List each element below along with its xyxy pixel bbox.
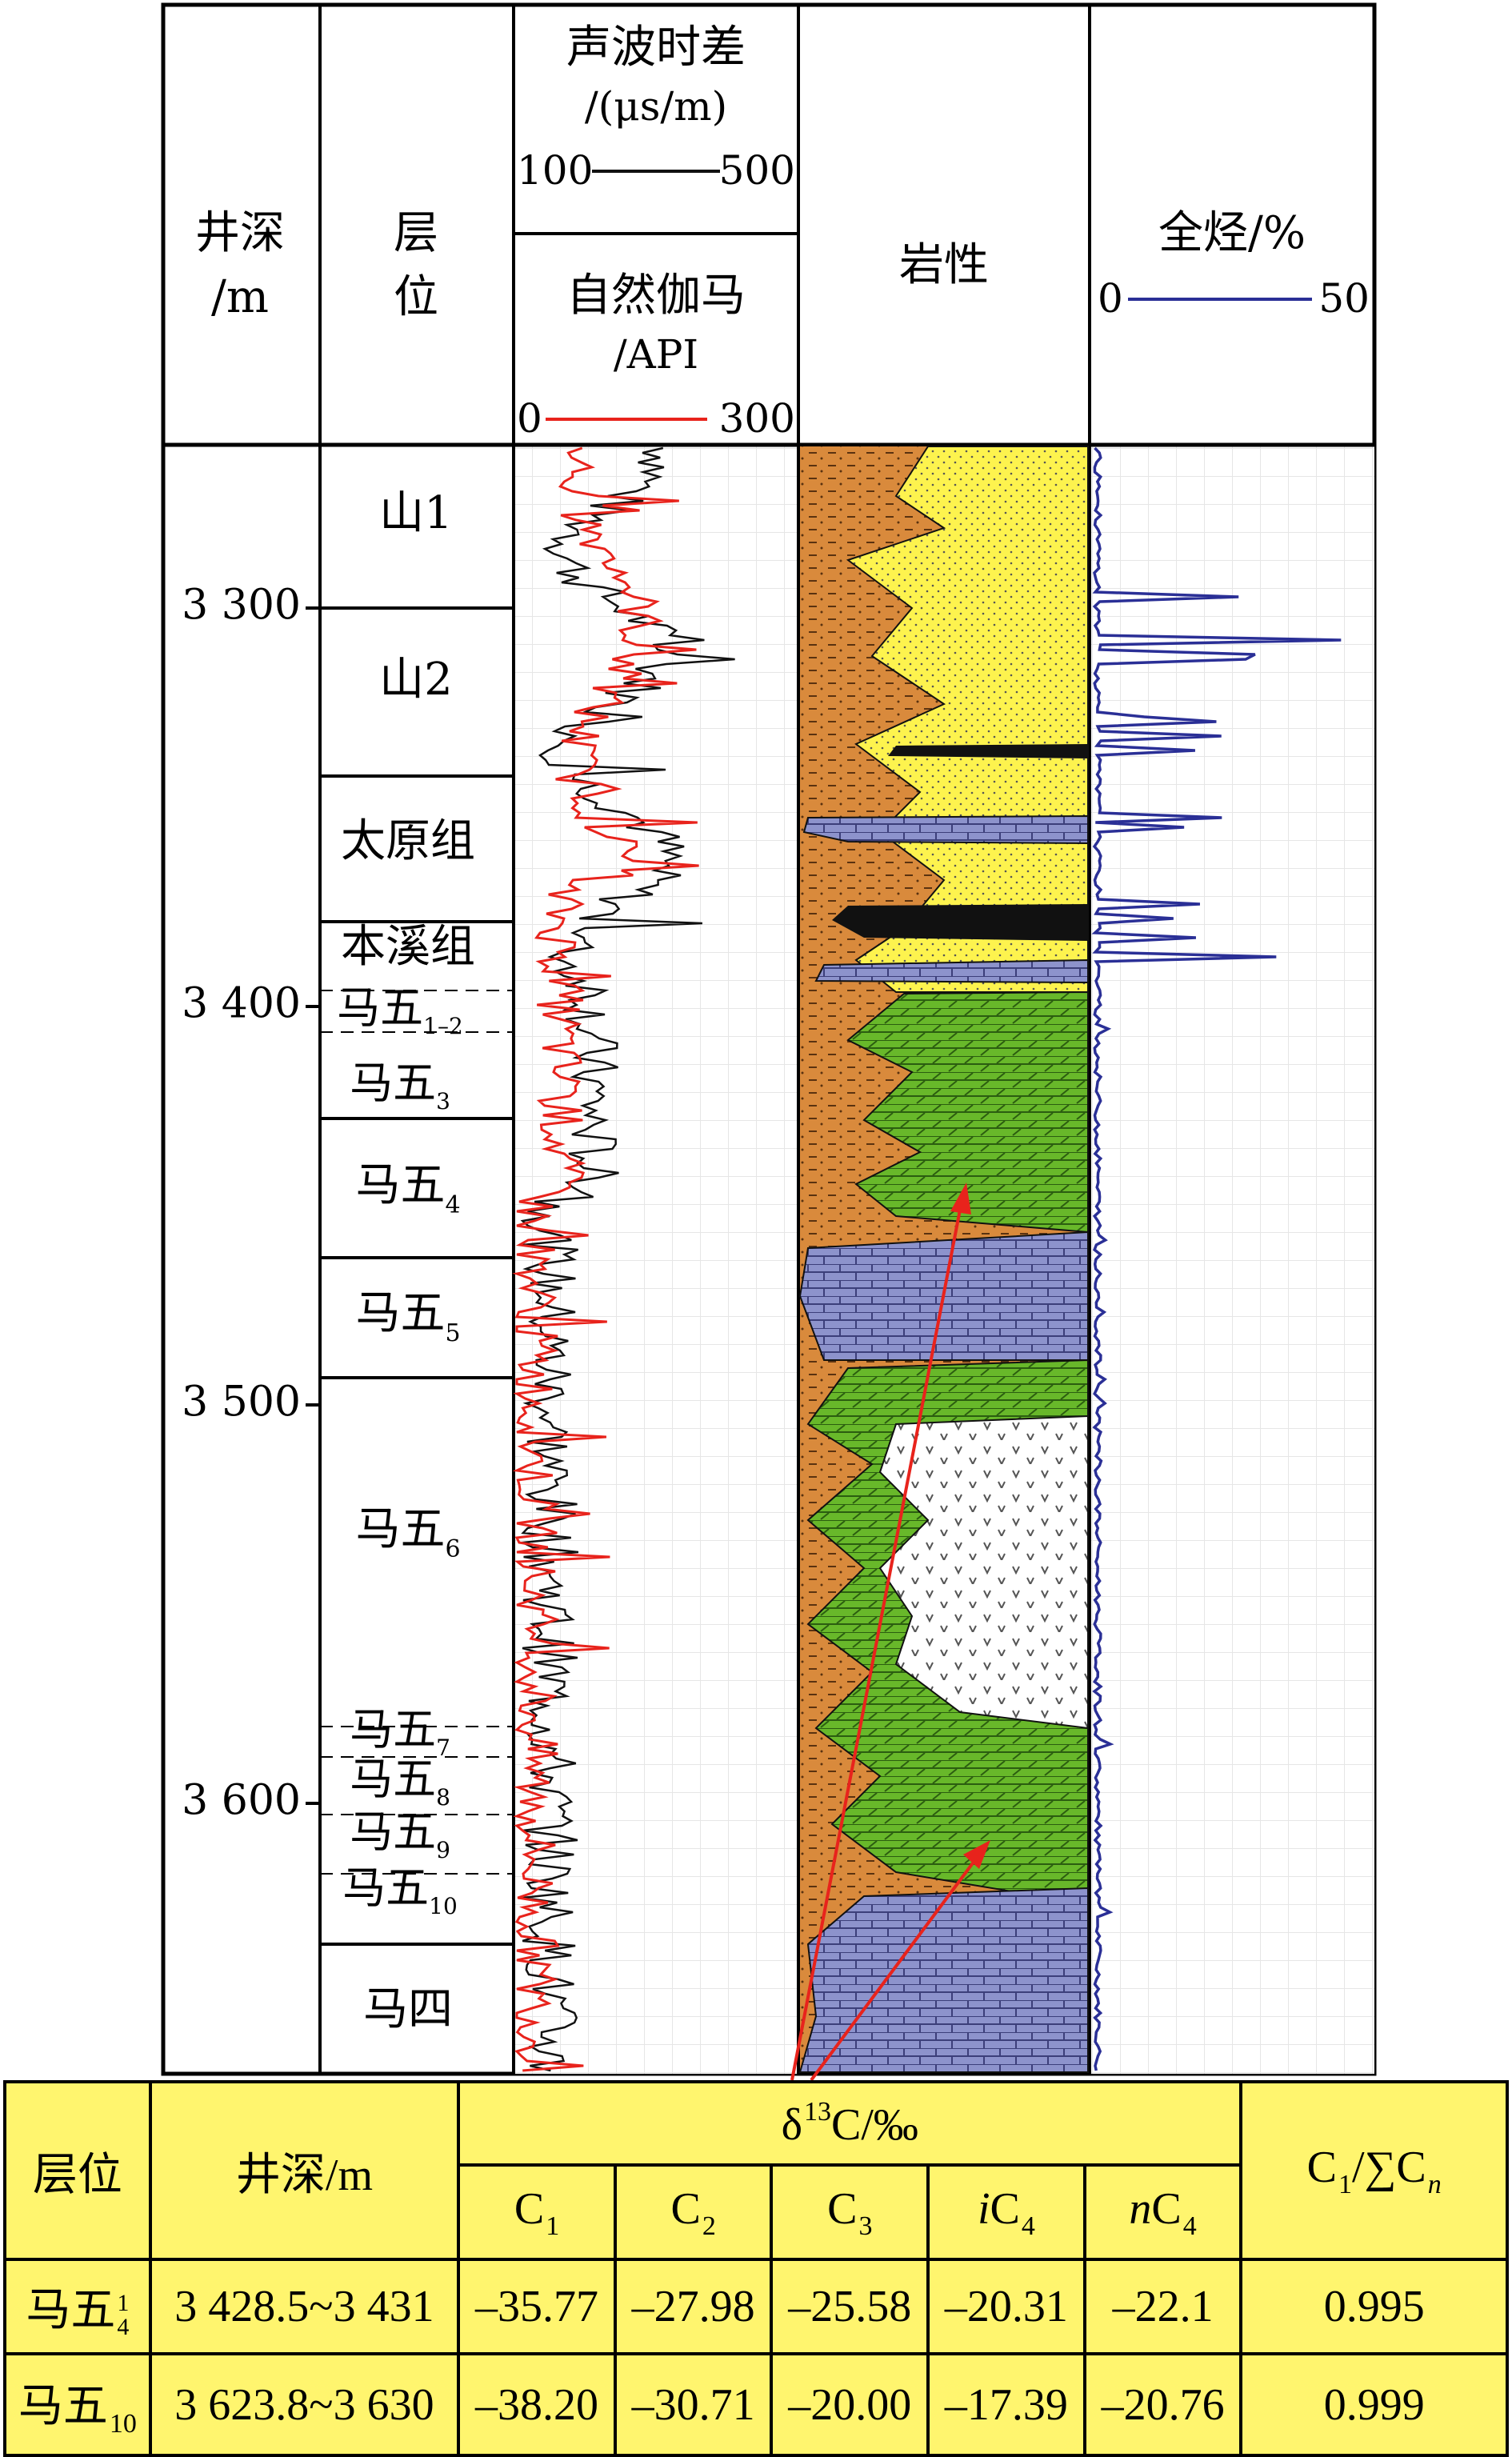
gas-track-grid (1090, 445, 1374, 2074)
curve-track-grid (514, 445, 798, 2074)
cell-layer: 马五1 4 (3, 2258, 152, 2355)
cell-depth: 3 428.5~3 431 (148, 2258, 461, 2355)
lithology-column (798, 446, 1089, 2073)
gamma-min: 0 (517, 395, 542, 442)
th-c3: C3 (770, 2163, 930, 2261)
layer-ma4: 马四 (363, 1983, 453, 2035)
sonic-max: 500 (719, 147, 795, 194)
layer-column: 山1 山2 太原组 本溪组 马五1–2 马五3 马五4 马五5 马五6 马五7 … (320, 487, 514, 2035)
layer-ma5-10: 马五10 (342, 1863, 458, 1919)
layer-ma5-6: 马五6 (355, 1503, 460, 1563)
limestone-bed-taiyuan (802, 814, 1089, 845)
sonic-min: 100 (517, 147, 593, 194)
gamma-max: 300 (719, 395, 795, 442)
limestone-bed-benxi (814, 958, 1089, 984)
th-dryness-ratio: C1/∑Cn (1239, 2080, 1509, 2261)
layer-ma5-1-2: 马五1–2 (337, 982, 463, 1039)
depth-tick-3500: 3 500 (182, 1379, 301, 1427)
limestone-ma4 (798, 1887, 1089, 2073)
table-row: 马五10 3 623.8~3 630 –38.20 –30.71 –20.00 … (3, 2352, 1509, 2457)
layer-taiyuan: 太原组 (341, 815, 475, 867)
layer-ma5-5: 马五5 (355, 1287, 460, 1347)
cell-nc4: –20.76 (1082, 2352, 1243, 2457)
isotope-table: 层位 井深/m δ13C/‰ C1/∑Cn C1 C2 C3 iC4 nC4 马… (3, 2080, 1509, 2457)
gamma-curve (512, 446, 699, 2072)
depth-tick-3400: 3 400 (182, 980, 301, 1028)
layer-title-1: 层 (394, 207, 438, 259)
layer-ma5-7: 马五7 (350, 1704, 450, 1761)
layer-benxi: 本溪组 (341, 921, 475, 973)
layer-ma5-8: 马五8 (350, 1754, 450, 1811)
layer-ma5-4: 马五4 (355, 1159, 460, 1219)
layer-ma5-3: 马五3 (350, 1058, 450, 1114)
gas-max: 50 (1318, 275, 1370, 322)
well-log-diagram: 井深 /m 层 位 声波时差 /(μs/m) 100 500 自然伽马 /API… (161, 2, 1377, 2080)
th-layer: 层位 (3, 2080, 152, 2261)
cell-c2: –30.71 (613, 2352, 774, 2457)
sample-arrows (790, 1182, 990, 2080)
layer-ma5-9: 马五9 (350, 1807, 450, 1863)
cell-c1: –38.20 (457, 2352, 617, 2457)
cell-ratio: 0.995 (1239, 2258, 1509, 2355)
cell-depth: 3 623.8~3 630 (148, 2352, 461, 2457)
layer-shan1: 山1 (379, 487, 453, 539)
sonic-title: 声波时差 (566, 22, 746, 74)
sonic-curve (518, 446, 735, 2072)
cell-c1: –35.77 (457, 2258, 617, 2355)
gamma-unit: /API (614, 331, 698, 378)
depth-title: 井深 (195, 207, 285, 259)
table-row: 马五1 4 3 428.5~3 431 –35.77 –27.98 –25.58 … (3, 2258, 1509, 2355)
total-hydrocarbon-curve (1091, 446, 1342, 2071)
cell-c3: –25.58 (770, 2258, 930, 2355)
gamma-title: 自然伽马 (566, 270, 746, 322)
depth-tick-3600: 3 600 (182, 1777, 301, 1825)
th-depth: 井深/m (148, 2080, 461, 2261)
th-isotope: δ13C/‰ (457, 2080, 1243, 2167)
cell-c2: –27.98 (613, 2258, 774, 2355)
th-ic4: iC4 (926, 2163, 1086, 2261)
cell-ic4: –20.31 (926, 2258, 1086, 2355)
coal-bed-thin (888, 744, 1088, 758)
layer-title-2: 位 (394, 271, 438, 323)
th-c1: C1 (457, 2163, 617, 2261)
depth-axis: 3 300 3 400 3 500 3 600 (182, 582, 320, 1825)
coal-bed (832, 904, 1088, 941)
lithology-title: 岩性 (899, 239, 989, 291)
depth-unit: /m (211, 271, 269, 323)
cell-ratio: 0.999 (1239, 2352, 1509, 2457)
anhydrite-lenses (878, 1415, 1089, 1730)
th-c2: C2 (613, 2163, 774, 2261)
gas-title: 全烃/% (1158, 207, 1306, 259)
cell-c3: –20.00 (770, 2352, 930, 2457)
cell-ic4: –17.39 (926, 2352, 1086, 2457)
cell-nc4: –22.1 (1082, 2258, 1243, 2355)
dolomite-upper (846, 990, 1089, 1234)
sonic-unit: /(μs/m) (585, 83, 727, 130)
gas-min: 0 (1098, 275, 1123, 322)
depth-tick-3300: 3 300 (182, 582, 301, 630)
cell-layer: 马五10 (3, 2352, 152, 2457)
th-nc4: nC4 (1082, 2163, 1243, 2261)
layer-shan2: 山2 (379, 654, 453, 706)
